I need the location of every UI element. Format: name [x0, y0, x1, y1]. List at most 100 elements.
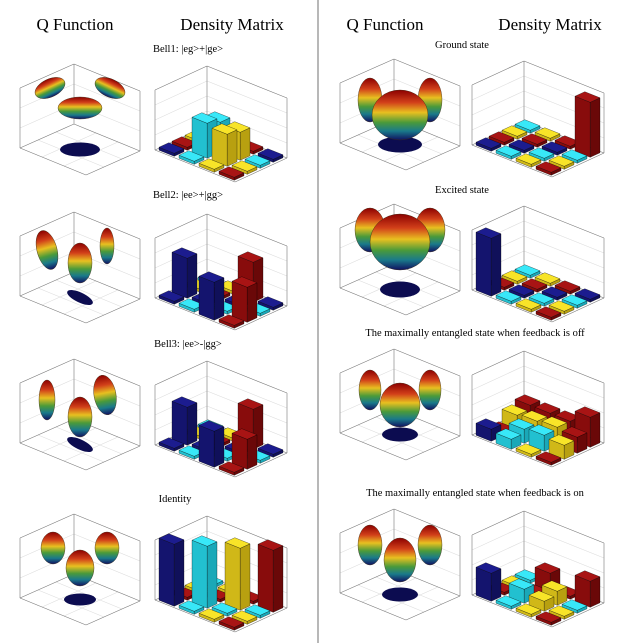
bar-top	[534, 127, 561, 139]
axis-line	[206, 228, 288, 262]
bar-side	[207, 541, 218, 609]
bar-top	[158, 437, 185, 449]
bar-top	[231, 428, 258, 440]
bar-top	[534, 402, 561, 414]
axis-line	[154, 95, 208, 121]
bar-top	[191, 112, 218, 124]
bar-top	[237, 251, 264, 263]
axis-line	[393, 508, 461, 537]
axis-line	[523, 365, 605, 399]
axis-line	[339, 568, 395, 594]
bar-top	[231, 276, 258, 288]
axis-line	[471, 380, 525, 406]
header: Density Matrix	[180, 15, 284, 34]
bar-top	[514, 264, 541, 276]
axis-line	[41, 582, 97, 608]
bar-side	[491, 568, 502, 602]
q-lobe	[93, 375, 117, 415]
bar-top	[191, 535, 218, 547]
panel-label: Identity	[159, 494, 192, 505]
bar-top	[528, 292, 555, 304]
axis-line	[471, 75, 525, 101]
bar-top	[198, 158, 225, 170]
axis-line	[19, 597, 87, 626]
axis-line	[37, 287, 105, 316]
axis-line	[523, 220, 605, 254]
axis-line	[154, 149, 236, 183]
bar-top	[231, 610, 258, 622]
axis-line	[339, 592, 407, 621]
axis-line	[19, 63, 75, 89]
axis-line	[63, 591, 119, 617]
q-lobe	[417, 524, 443, 566]
bar-top	[171, 247, 198, 259]
bar-top	[244, 154, 271, 166]
bar-side	[491, 233, 502, 297]
axis-line	[471, 594, 553, 628]
axis-line	[523, 350, 605, 384]
axis-line	[234, 157, 288, 183]
bar-top	[554, 280, 581, 292]
axis-line	[551, 152, 605, 178]
axis-line	[339, 263, 395, 289]
bar-top	[158, 290, 185, 302]
bar-top	[224, 537, 251, 549]
projection	[380, 281, 420, 298]
bar-top	[541, 286, 568, 298]
axis-line	[339, 348, 395, 374]
q-lobe	[38, 379, 56, 421]
bar-top	[561, 149, 588, 161]
axis-line	[154, 599, 236, 633]
bar-top	[475, 418, 502, 430]
bar-top	[548, 434, 575, 446]
bar-top	[508, 578, 535, 590]
q-lobe	[67, 396, 93, 438]
projection	[67, 290, 93, 305]
axis-line	[19, 553, 75, 579]
axis-line	[405, 435, 461, 461]
bar-top	[158, 142, 185, 154]
bar-top	[218, 461, 245, 473]
axis-line	[471, 144, 553, 178]
axis-line	[234, 305, 288, 331]
q-lobe	[369, 213, 431, 271]
bar-front	[158, 537, 175, 607]
bar-top	[534, 562, 561, 574]
axis-line	[206, 95, 288, 129]
axis-line	[523, 250, 605, 284]
bar-top	[515, 443, 542, 455]
projection	[64, 593, 96, 606]
projection	[60, 142, 100, 157]
bar-top	[211, 123, 238, 135]
bar-top	[218, 616, 245, 628]
bar-front	[211, 127, 228, 167]
bar-top	[574, 288, 601, 300]
bar-top	[158, 533, 185, 545]
axis-line	[19, 147, 87, 176]
axis-line	[339, 58, 395, 84]
panel-label: Bell2: |ee>+|gg>	[153, 190, 223, 201]
projection	[382, 427, 418, 442]
bar-top	[501, 270, 528, 282]
bar-top	[561, 599, 588, 611]
bar-top	[535, 306, 562, 318]
axis-line	[19, 123, 75, 149]
axis-line	[154, 444, 236, 478]
bar-top	[541, 141, 568, 153]
axis-line	[19, 513, 75, 539]
axis-line	[523, 60, 605, 94]
axis-line	[405, 595, 461, 621]
bar-top	[475, 562, 502, 574]
header: Q Function	[37, 15, 114, 34]
bar-top	[231, 160, 258, 172]
axis-line	[85, 600, 141, 626]
axis-line	[523, 540, 605, 574]
bar-top	[495, 290, 522, 302]
bar-side	[590, 412, 601, 448]
axis-line	[471, 205, 525, 231]
bar-top	[508, 418, 535, 430]
axis-line	[73, 513, 141, 542]
bar-front	[198, 424, 215, 468]
axis-line	[85, 298, 141, 324]
